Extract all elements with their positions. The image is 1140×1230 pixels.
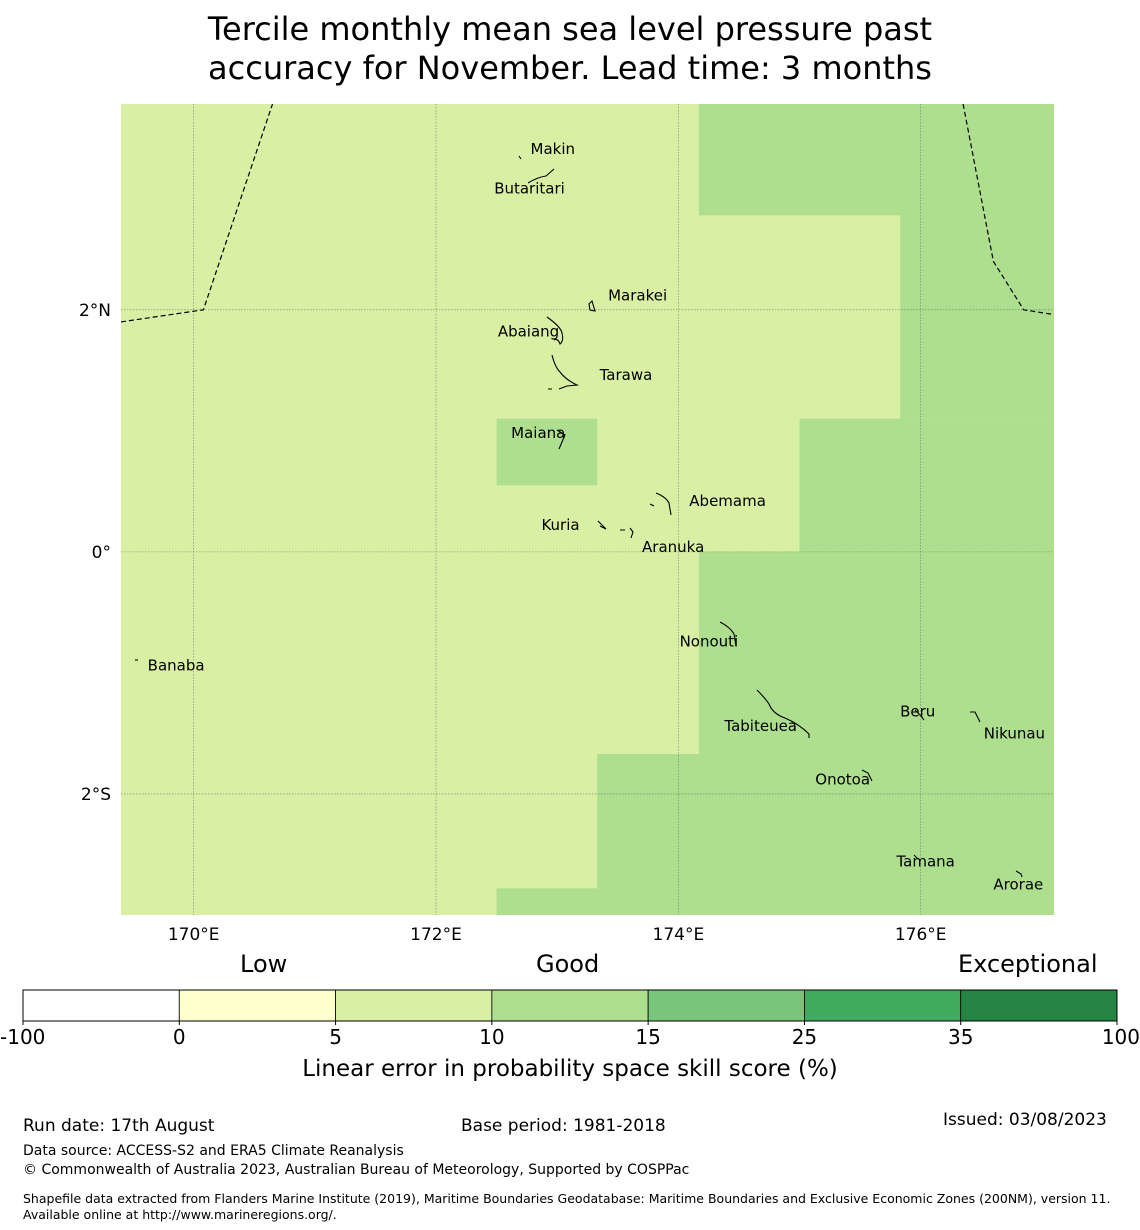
colorbar: -100 0 5 10 15 25 35 100 (0, 989, 1140, 1049)
island-outline (914, 709, 925, 721)
island-label: Kuria (541, 516, 579, 534)
colorbar-bin (491, 989, 649, 1022)
colorbar-frame (22, 989, 1118, 1022)
island-label: Onotoa (815, 770, 870, 788)
island-outline (861, 769, 873, 782)
island-outline (588, 299, 596, 312)
x-tick-label: 172°E (410, 925, 462, 945)
island-label: Marakei (608, 286, 667, 304)
colorbar-tick-label: 100 (1102, 1025, 1140, 1049)
legend-label-good: Good (536, 950, 600, 978)
data-source: Data source: ACCESS-S2 and ERA5 Climate … (23, 1143, 404, 1159)
map-title-line-2: accuracy for November. Lead time: 3 mont… (208, 49, 932, 87)
colorbar-tick-label: 5 (329, 1025, 342, 1049)
island-label: Arorae (993, 876, 1043, 894)
skill-cell-10-15 (799, 418, 1054, 552)
island-outline (546, 316, 564, 345)
island-label: Tamana (895, 853, 954, 871)
island-label: Tabiteuea (723, 717, 797, 735)
map-plot-area (121, 104, 1054, 915)
skill-cell-10-15 (900, 215, 1054, 419)
eez-boundary-line (962, 104, 1054, 316)
map-and-legend: 170°E 172°E 174°E 176°E 2°N 0° 2°S Makin Butari… (0, 104, 1140, 1049)
island-label: Beru (900, 703, 935, 721)
x-tick-label: 176°E (895, 925, 947, 945)
skill-cell-10-15 (496, 888, 1054, 915)
island-label: Nonouti (680, 632, 739, 650)
island-outline (556, 429, 566, 450)
copyright-notice: © Commonwealth of Australia 2023, Austra… (23, 1162, 690, 1178)
map-title-line-1: Tercile monthly mean sea level pressure … (207, 10, 933, 48)
colorbar-bin (647, 989, 805, 1022)
island-outline (756, 689, 810, 738)
colorbar-tick-label: 10 (479, 1025, 504, 1049)
colorbar-tick-label: 25 (792, 1025, 817, 1049)
island-label: Banaba (148, 657, 205, 675)
colorbar-tick-label: -100 (0, 1025, 45, 1049)
island-outline (597, 520, 634, 539)
island-outline (649, 492, 672, 516)
legend-label-low: Low (240, 950, 288, 978)
island-label: Abemama (689, 492, 766, 510)
island-outline (548, 354, 580, 390)
island-outline (1015, 870, 1023, 878)
colorbar-bin (804, 989, 962, 1022)
colorbar-tick-label: 0 (173, 1025, 186, 1049)
island-label: Makin (531, 140, 576, 158)
colorbar-tick-label: 35 (948, 1025, 973, 1049)
map-axis-ticks: 170°E 172°E 174°E 176°E 2°N 0° 2°S (79, 301, 947, 945)
island-label: Tarawa (599, 366, 653, 384)
x-tick-label: 174°E (653, 925, 705, 945)
skill-cell-10-15 (496, 418, 598, 486)
y-tick-label: 0° (92, 543, 111, 563)
island-outline (970, 711, 981, 723)
island-outline (719, 621, 737, 647)
y-tick-label: 2°S (81, 785, 111, 805)
y-tick-label: 2°N (79, 301, 111, 321)
colorbar-tick-label: 15 (635, 1025, 660, 1049)
skill-cell-10-15 (698, 551, 1054, 755)
island-outline (527, 168, 555, 184)
colorbar-bin (960, 989, 1118, 1022)
island-label: Aranuka (642, 538, 704, 556)
map-title: Tercile monthly mean sea level pressure … (0, 10, 1140, 88)
island-label: Abaiang (498, 323, 559, 341)
colorbar-bin (22, 989, 180, 1022)
island-outlines (135, 155, 1023, 878)
legend-label-exceptional: Exceptional (958, 950, 1098, 978)
island-outline (518, 155, 522, 160)
eez-boundary-line (121, 104, 274, 323)
issued-date: Issued: 03/08/2023 (943, 1110, 1107, 1130)
run-date: Run date: 17th August (23, 1116, 215, 1136)
colorbar-bin (178, 989, 336, 1022)
colorbar-bin (335, 989, 493, 1022)
island-label: Maiana (511, 424, 565, 442)
island-outline (913, 854, 919, 860)
skill-cell-10-15 (698, 104, 1054, 216)
island-label: Nikunau (984, 724, 1045, 742)
colorbar-axis-label: Linear error in probability space skill … (302, 1056, 838, 1082)
island-label: Butaritari (494, 180, 565, 198)
shapefile-credit: Shapefile data extracted from Flanders M… (23, 1191, 1111, 1222)
island-labels: Makin Butaritari Marakei Abaiang Tarawa Maian… (148, 140, 1045, 894)
skill-cell-10-15 (597, 754, 1054, 889)
x-tick-label: 170°E (168, 925, 220, 945)
base-period: Base period: 1981-2018 (461, 1116, 666, 1136)
